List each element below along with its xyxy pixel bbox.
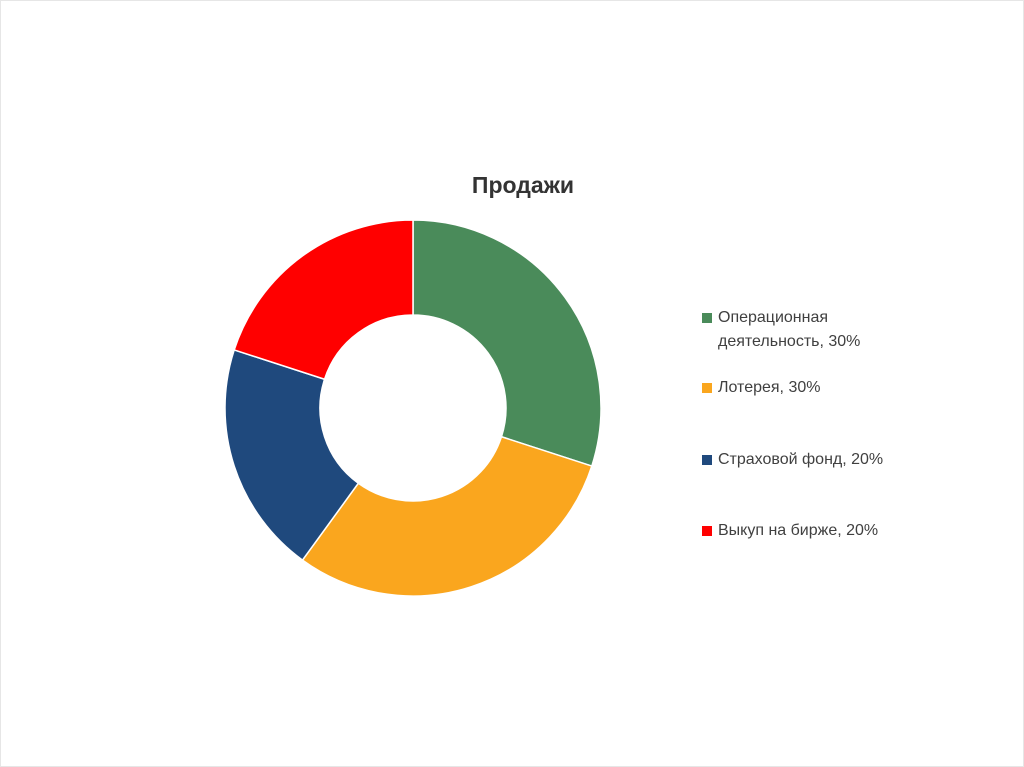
legend-swatch — [702, 383, 712, 393]
legend-label: Операционная деятельность, 30% — [718, 309, 861, 350]
chart-title: Продажи — [472, 172, 574, 198]
donut-slice — [412, 219, 602, 468]
legend-label: Выкуп на бирже, 20% — [718, 522, 879, 539]
legend-label: Лотерея, 30% — [718, 379, 821, 396]
legend-swatch — [702, 526, 712, 536]
legend-swatch — [702, 313, 712, 323]
donut-slice — [224, 348, 360, 562]
legend-label: Страховой фонд, 20% — [718, 451, 884, 468]
donut-slice — [233, 219, 414, 381]
legend-swatch — [702, 455, 712, 465]
legend-item: Страховой фонд, 20% — [700, 448, 908, 472]
legend-item: Лотерея, 30% — [700, 376, 908, 400]
legend-item: Выкуп на бирже, 20% — [700, 519, 908, 543]
donut-slice — [301, 435, 593, 597]
legend-item: Операционная деятельность, 30% — [700, 306, 908, 354]
